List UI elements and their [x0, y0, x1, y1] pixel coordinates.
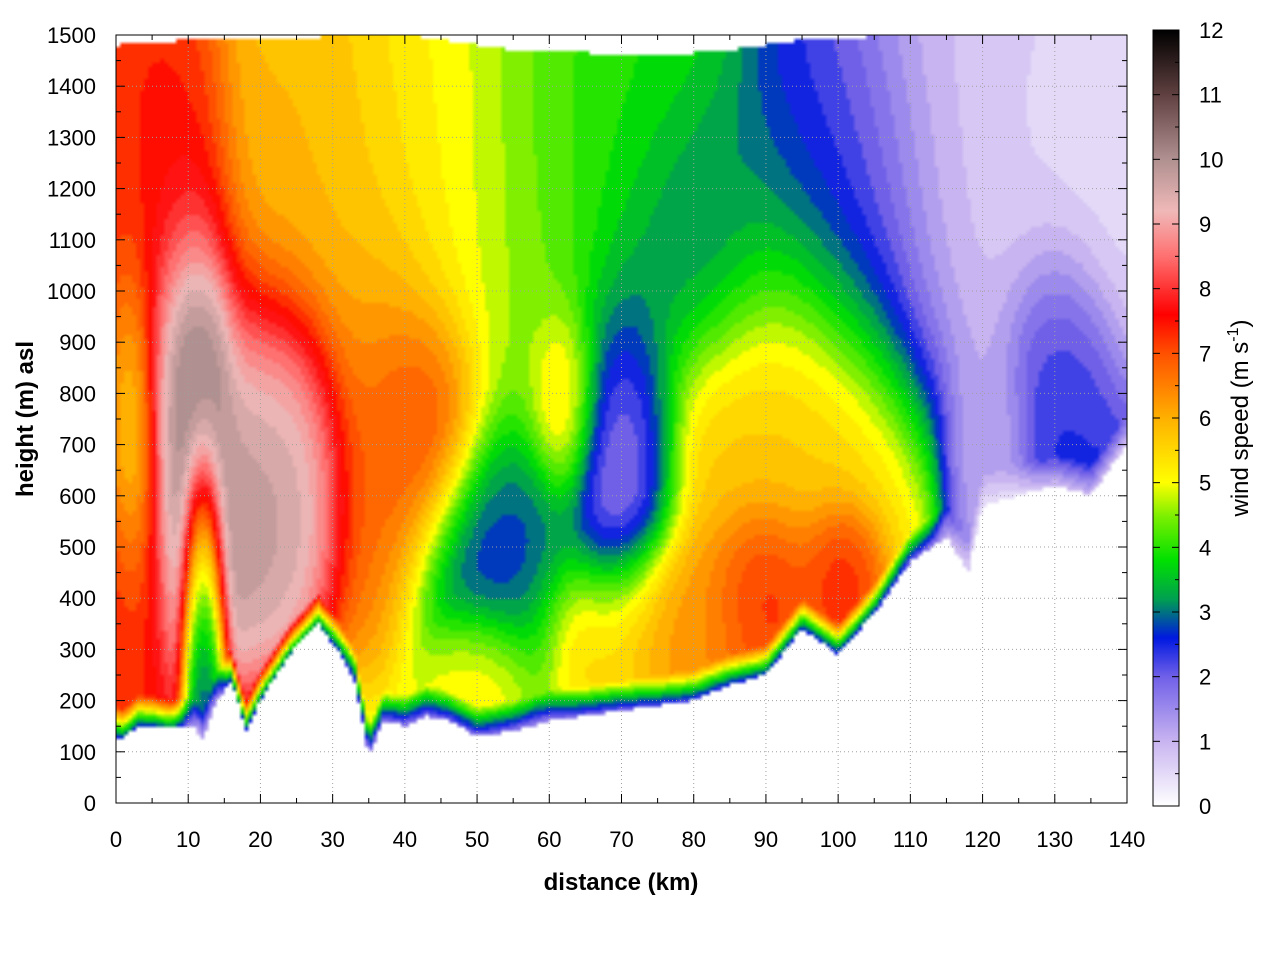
y-tick-label: 1200: [47, 177, 96, 202]
x-tick-label: 90: [754, 827, 778, 852]
colorbar-tick-label: 8: [1199, 277, 1211, 302]
x-tick-label: 10: [176, 827, 200, 852]
colorbar-title-close: ): [1227, 320, 1254, 328]
y-tick-label: 1500: [47, 23, 96, 48]
y-tick-label: 1000: [47, 279, 96, 304]
x-tick-label: 50: [465, 827, 489, 852]
colorbar-title: wind speed (m s-1): [1225, 320, 1254, 518]
colorbar-tick-label: 6: [1199, 406, 1211, 431]
y-tick-label: 700: [59, 433, 96, 458]
y-tick-label: 300: [59, 637, 96, 662]
colorbar-tick-label: 2: [1199, 665, 1211, 690]
x-tick-label: 0: [110, 827, 122, 852]
x-tick-label: 30: [320, 827, 344, 852]
y-tick-label: 500: [59, 535, 96, 560]
y-tick-label: 1300: [47, 125, 96, 150]
x-tick-label: 80: [681, 827, 705, 852]
colorbar-title-sup: -1: [1225, 327, 1242, 341]
y-tick-label: 400: [59, 586, 96, 611]
x-tick-label: 70: [609, 827, 633, 852]
colorbar-tick-label: 7: [1199, 341, 1211, 366]
grid-lines: [116, 35, 1127, 803]
x-tick-label: 120: [964, 827, 1001, 852]
y-tick-label: 1400: [47, 74, 96, 99]
colorbar-tick-label: 0: [1199, 794, 1211, 819]
x-axis: 0 10 20 30 40 50 60 70 80 90 100 110 120 130 140: [110, 35, 1145, 852]
colorbar-tick-label: 5: [1199, 471, 1211, 496]
y-tick-label: 0: [84, 791, 96, 816]
x-tick-label: 130: [1036, 827, 1073, 852]
y-tick-label: 600: [59, 484, 96, 509]
x-tick-label: 100: [820, 827, 857, 852]
colorbar-tick-label: 4: [1199, 535, 1211, 560]
colorbar-title-main: wind speed (m s: [1227, 342, 1254, 518]
x-tick-label: 140: [1109, 827, 1146, 852]
y-tick-label: 100: [59, 740, 96, 765]
y-tick-label: 800: [59, 381, 96, 406]
y-tick-label: 200: [59, 689, 96, 714]
colorbar-tick-label: 10: [1199, 147, 1223, 172]
colorbar-tick-label: 9: [1199, 212, 1211, 237]
x-tick-label: 110: [893, 827, 928, 852]
x-tick-label: 60: [537, 827, 561, 852]
colorbar-tick-label: 11: [1199, 83, 1222, 108]
y-tick-label: 900: [59, 330, 96, 355]
colorbar-tick-label: 1: [1199, 729, 1211, 754]
x-tick-label: 20: [248, 827, 272, 852]
y-axis-title: height (m) asl: [12, 341, 39, 497]
colorbar-tick-label: 3: [1199, 600, 1211, 625]
colorbar-tick-label: 12: [1199, 18, 1223, 43]
x-tick-label: 40: [393, 827, 417, 852]
x-axis-title: distance (km): [544, 869, 699, 896]
y-tick-label: 1100: [49, 228, 96, 253]
y-axis: 0 100 200 300 400 500 600 700 800 900 1000 1100 1200…: [47, 23, 1127, 816]
